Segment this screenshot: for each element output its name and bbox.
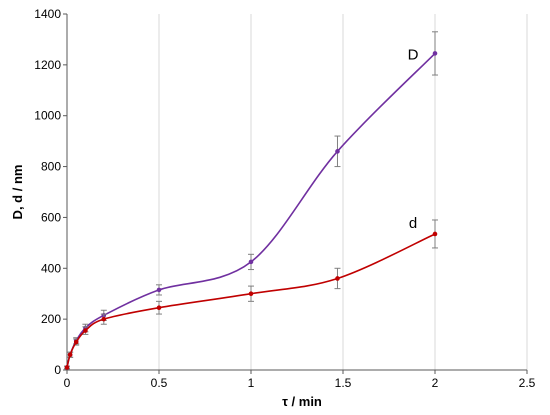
y-tick-label: 400 bbox=[41, 261, 61, 275]
series bbox=[64, 31, 438, 370]
data-point bbox=[83, 328, 88, 333]
x-tick-label: 1 bbox=[248, 376, 255, 390]
x-tick-label: 2 bbox=[432, 376, 439, 390]
x-tick-label: 0.5 bbox=[151, 376, 168, 390]
x-tick-label: 1.5 bbox=[335, 376, 352, 390]
series-label-d: d bbox=[409, 215, 417, 232]
data-point bbox=[156, 287, 162, 293]
y-tick-label: 1000 bbox=[34, 109, 61, 123]
y-tick-label: 1400 bbox=[34, 7, 61, 21]
data-point bbox=[64, 365, 70, 370]
axes: 0 200 400 600 800 1000 1200 1400 0 0.5 1 1.5 2 2.5 bbox=[34, 7, 535, 390]
data-point bbox=[248, 259, 254, 265]
y-tick-label: 200 bbox=[41, 312, 61, 326]
data-point bbox=[335, 276, 340, 281]
data-point bbox=[156, 305, 162, 311]
x-tick-label: 2.5 bbox=[519, 376, 536, 390]
y-tick-label: 800 bbox=[41, 160, 61, 174]
y-axis-title: D, d / nm bbox=[10, 165, 25, 220]
series-line bbox=[66, 233, 436, 368]
series-d bbox=[64, 219, 438, 370]
data-point bbox=[67, 352, 73, 358]
data-point bbox=[335, 149, 340, 154]
x-tick-label: 0 bbox=[64, 376, 71, 390]
y-tick-label: 1200 bbox=[34, 58, 61, 72]
labels: Dd bbox=[408, 46, 419, 232]
x-axis-title: τ / min bbox=[282, 394, 322, 409]
y-tick-label: 0 bbox=[54, 363, 61, 377]
data-point bbox=[432, 51, 438, 56]
grid-lines bbox=[158, 14, 528, 370]
data-point bbox=[101, 316, 107, 322]
y-tick-label: 600 bbox=[41, 210, 61, 224]
data-point bbox=[248, 291, 254, 297]
series-label-D: D bbox=[408, 46, 419, 63]
data-point bbox=[73, 339, 79, 345]
data-point bbox=[432, 231, 438, 237]
